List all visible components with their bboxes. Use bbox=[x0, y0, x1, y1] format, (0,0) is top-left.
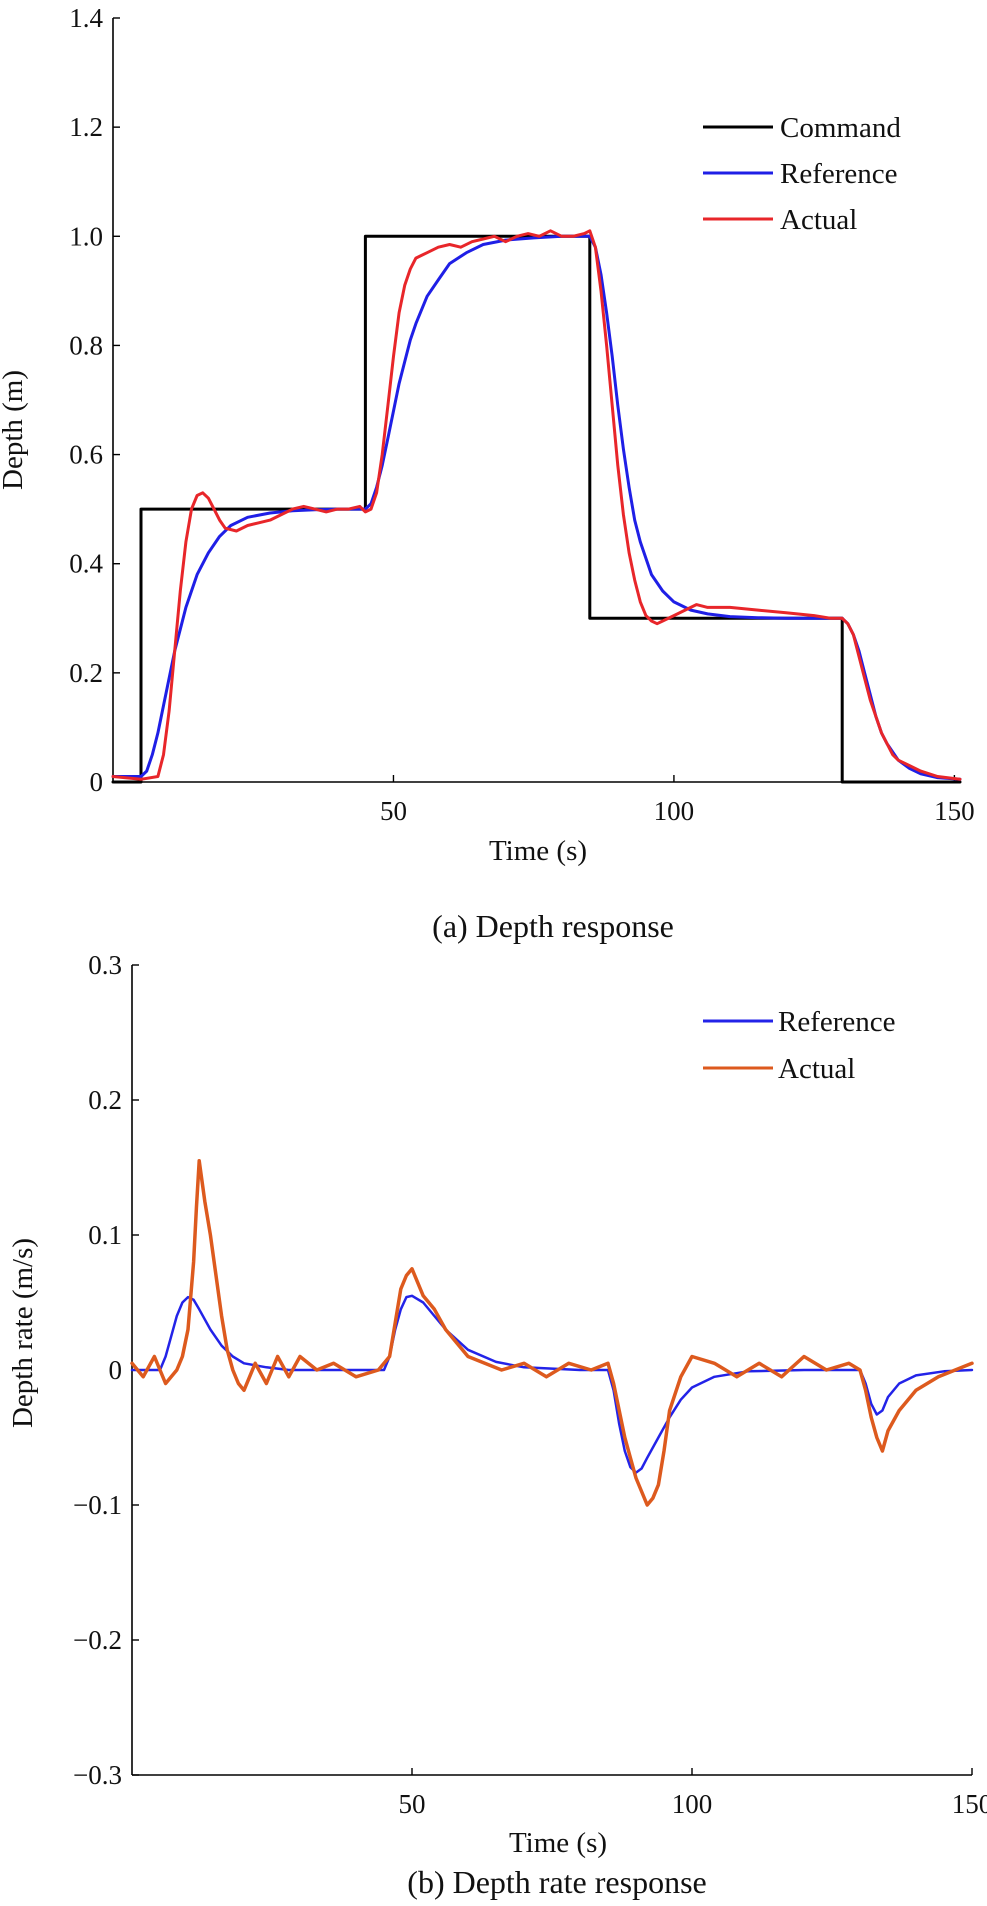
chart-b-series bbox=[130, 1159, 974, 1507]
chart-b-x-ticks: 50 100 150 bbox=[399, 1768, 987, 1819]
x-tick-label: 100 bbox=[654, 796, 695, 826]
x-tick-label: 100 bbox=[672, 1789, 713, 1819]
legend-a-actual-label: Actual bbox=[780, 204, 857, 236]
chart-a-caption: (a) Depth response bbox=[432, 908, 674, 944]
chart-b-x-axis-title: Time (s) bbox=[509, 1827, 607, 1859]
chart-a-axes bbox=[112, 18, 960, 783]
legend-a-command-label: Command bbox=[780, 112, 901, 144]
y-tick-label: 0 bbox=[109, 1355, 123, 1385]
y-tick-label: −0.2 bbox=[73, 1625, 122, 1655]
chart-b-y-axis-title: Depth rate (m/s) bbox=[7, 1238, 39, 1428]
series-line-actual bbox=[130, 1159, 974, 1507]
y-tick-label: −0.1 bbox=[73, 1490, 122, 1520]
y-tick-label: 0.2 bbox=[69, 658, 103, 688]
chart-b-caption: (b) Depth rate response bbox=[407, 1864, 706, 1900]
y-tick-label: 1.0 bbox=[69, 221, 103, 251]
x-tick-label: 150 bbox=[952, 1789, 987, 1819]
series-line-actual bbox=[111, 229, 962, 781]
chart-a-x-ticks: 50 100 150 bbox=[380, 775, 975, 826]
x-tick-label: 50 bbox=[380, 796, 407, 826]
y-tick-label: 0.6 bbox=[69, 440, 103, 470]
x-tick-label: 50 bbox=[399, 1789, 426, 1819]
x-tick-label: 150 bbox=[934, 796, 975, 826]
chart-a-x-axis-title: Time (s) bbox=[489, 835, 587, 867]
legend-b-reference-label: Reference bbox=[778, 1006, 896, 1038]
y-tick-label: 0.2 bbox=[88, 1085, 122, 1115]
chart-depth-rate-response: −0.3 −0.2 −0.1 0 0.1 0.2 0.3 50 100 150 Depth ra… bbox=[7, 950, 987, 1900]
chart-depth-response: 0 0.2 0.4 0.6 0.8 1.0 1.2 1.4 50 100 150 Depth (m… bbox=[0, 3, 975, 944]
y-tick-label: 1.2 bbox=[69, 112, 103, 142]
chart-b-y-ticks: −0.3 −0.2 −0.1 0 0.1 0.2 0.3 bbox=[73, 950, 139, 1790]
y-tick-label: 0.1 bbox=[88, 1220, 122, 1250]
y-tick-label: 0 bbox=[90, 767, 104, 797]
legend-b-actual-label: Actual bbox=[778, 1053, 855, 1085]
chart-b-legend: Reference Actual bbox=[703, 1006, 896, 1085]
y-tick-label: 0.8 bbox=[69, 330, 103, 360]
y-tick-label: 0.4 bbox=[69, 549, 103, 579]
chart-a-series bbox=[111, 229, 962, 784]
chart-a-legend: Command Reference Actual bbox=[703, 112, 901, 236]
chart-a-y-axis-title: Depth (m) bbox=[0, 370, 29, 490]
y-tick-label: −0.3 bbox=[73, 1760, 122, 1790]
series-line-command bbox=[111, 234, 962, 784]
chart-a-y-ticks: 0 0.2 0.4 0.6 0.8 1.0 1.2 1.4 bbox=[69, 3, 120, 797]
legend-a-reference-label: Reference bbox=[780, 158, 898, 190]
series-line-reference bbox=[130, 1294, 974, 1474]
y-tick-label: 1.4 bbox=[69, 3, 103, 33]
y-tick-label: 0.3 bbox=[88, 950, 122, 980]
